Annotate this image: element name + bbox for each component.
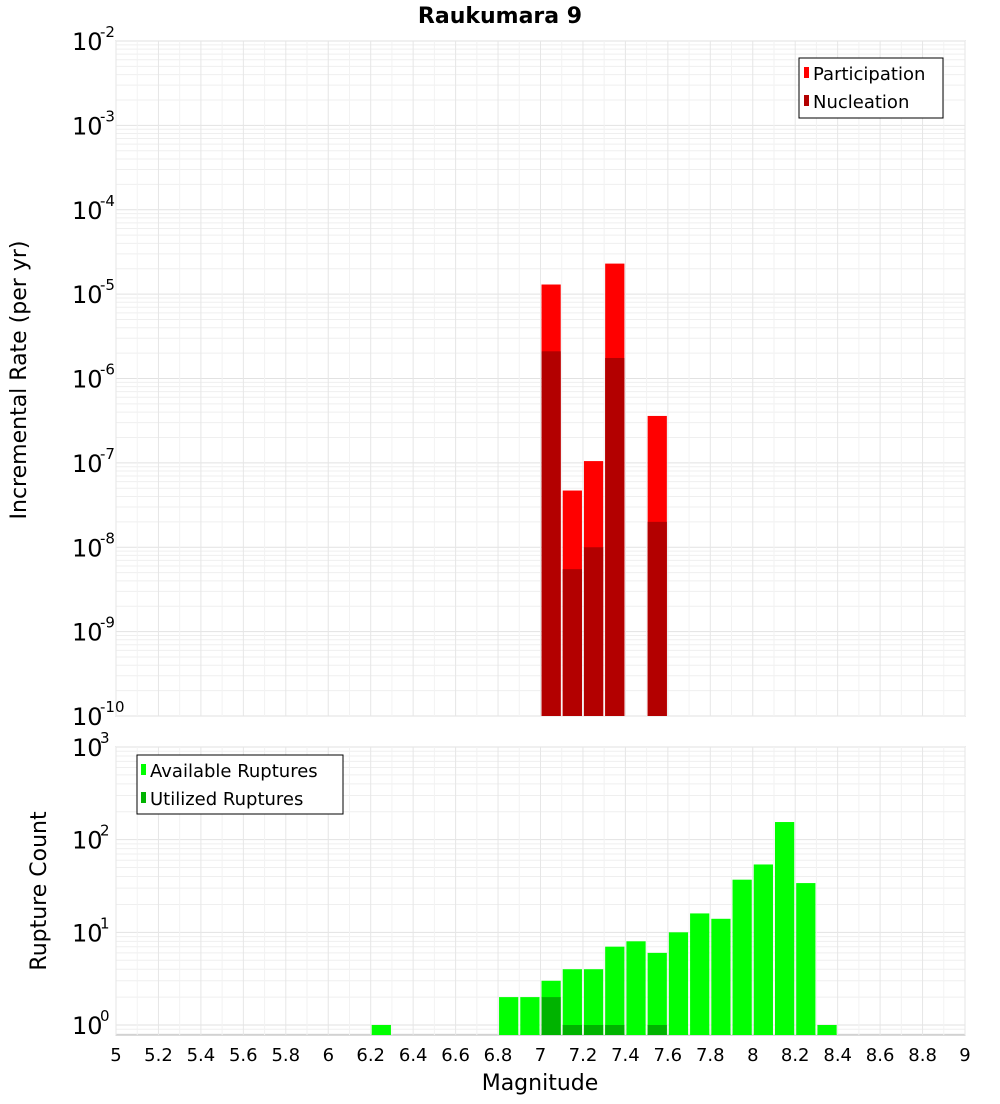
x-tick-label: 8 — [747, 1045, 758, 1066]
x-tick-label: 5.8 — [271, 1045, 300, 1066]
y-tick-base: 10 — [72, 366, 103, 394]
rate-legend: Participation Nucleation — [798, 57, 944, 119]
rate-secondary-bar — [647, 521, 667, 716]
participation-legend-label: Participation — [813, 64, 925, 85]
y-tick-exponent: 0 — [100, 1007, 110, 1025]
y-tick-exponent: -5 — [100, 276, 115, 294]
rate-secondary-bar — [583, 547, 604, 716]
count-primary-bar — [753, 864, 773, 1035]
y-tick-base: 10 — [72, 197, 103, 225]
y-tick-exponent: -9 — [100, 614, 115, 632]
count-secondary-bar — [583, 1025, 604, 1035]
count-primary-bar — [605, 946, 625, 1035]
y-tick-base: 10 — [72, 734, 103, 762]
x-tick-label: 7.6 — [653, 1045, 682, 1066]
nucleation-legend-swatch — [804, 95, 809, 106]
y-tick-exponent: -4 — [100, 192, 115, 210]
count-legend: Available Ruptures Utilized Ruptures — [136, 754, 344, 815]
x-tick-label: 6.6 — [441, 1045, 470, 1066]
count-primary-bar — [371, 1025, 391, 1035]
count-primary-bar — [732, 879, 752, 1035]
y-tick-exponent: -3 — [100, 107, 115, 125]
count-primary-bar — [499, 997, 519, 1035]
x-tick-label: 6.2 — [356, 1045, 385, 1066]
x-tick-label: 7.2 — [569, 1045, 598, 1066]
rate-plot-bars — [541, 263, 667, 716]
count-primary-bar — [520, 997, 540, 1035]
count-primary-bar — [626, 941, 646, 1035]
y-tick-base: 10 — [72, 112, 103, 140]
y-tick-exponent: 2 — [100, 822, 110, 840]
y-tick-base: 10 — [72, 919, 103, 947]
available-legend-label: Available Ruptures — [150, 761, 318, 782]
x-tick-label: 7.8 — [696, 1045, 725, 1066]
count-axis-title: Rupture Count — [27, 811, 52, 971]
y-tick-exponent: -8 — [100, 529, 115, 547]
x-tick-label: 7 — [535, 1045, 546, 1066]
y-tick-base: 10 — [72, 281, 103, 309]
rate-secondary-bar — [541, 351, 561, 716]
y-tick-base: 10 — [72, 534, 103, 562]
y-tick-base: 10 — [72, 1012, 103, 1040]
x-tick-label: 6.8 — [484, 1045, 513, 1066]
y-tick-exponent: 3 — [100, 729, 110, 747]
x-tick-label: 6.4 — [399, 1045, 428, 1066]
count-legend-box — [136, 754, 344, 815]
y-tick-exponent: -7 — [100, 445, 115, 463]
count-secondary-bar — [562, 1025, 582, 1035]
y-tick-base: 10 — [72, 827, 103, 855]
x-tick-label: 5.6 — [229, 1045, 258, 1066]
y-tick-base: 10 — [72, 28, 103, 56]
y-tick-exponent: -10 — [100, 698, 125, 716]
rate-secondary-bar — [605, 357, 625, 716]
magnitude-axis-title: Magnitude — [482, 1071, 599, 1096]
count-primary-bar — [668, 932, 689, 1035]
nucleation-legend-label: Nucleation — [813, 92, 909, 113]
y-tick-exponent: -2 — [100, 23, 115, 41]
magnitude-x-ticks: 5 5.2 5.4 5.6 5.8 6 6.2 6.4 6.6 6.8 7 7.2 7.4 7.6 7.8 8… — [110, 1045, 970, 1066]
x-tick-label: 5 — [110, 1045, 121, 1066]
count-primary-bar — [796, 883, 816, 1035]
x-tick-label: 8.2 — [781, 1045, 810, 1066]
count-secondary-bar — [605, 1025, 625, 1035]
x-tick-label: 7.4 — [611, 1045, 640, 1066]
count-primary-bar — [647, 952, 667, 1035]
x-tick-label: 9 — [959, 1045, 970, 1066]
rate-plot-grid — [115, 40, 966, 717]
count-secondary-bar — [647, 1025, 667, 1035]
rate-secondary-bar — [562, 569, 582, 716]
available-legend-swatch — [141, 764, 146, 775]
y-tick-base: 10 — [72, 450, 103, 478]
rate-legend-box — [798, 57, 944, 119]
y-tick-base: 10 — [72, 619, 103, 647]
x-tick-label: 5.4 — [187, 1045, 216, 1066]
count-primary-bar — [583, 969, 604, 1035]
x-tick-label: 8.8 — [908, 1045, 937, 1066]
utilized-legend-swatch — [141, 792, 146, 803]
count-plot-bars — [371, 822, 837, 1035]
rate-axis-title: Incremental Rate (per yr) — [7, 241, 32, 520]
x-tick-label: 8.6 — [866, 1045, 895, 1066]
x-tick-label: 8.4 — [823, 1045, 852, 1066]
count-primary-bar — [562, 969, 582, 1035]
chart-title: Raukumara 9 — [418, 4, 582, 29]
utilized-legend-label: Utilized Ruptures — [150, 789, 303, 810]
count-primary-bar — [711, 918, 731, 1035]
count-plot-grid — [115, 746, 966, 1035]
x-tick-label: 6 — [323, 1045, 334, 1066]
participation-legend-swatch — [804, 67, 809, 78]
count-primary-bar — [690, 913, 710, 1035]
y-tick-exponent: -6 — [100, 361, 115, 379]
x-tick-label: 5.2 — [144, 1045, 173, 1066]
count-secondary-bar — [541, 997, 561, 1035]
y-tick-base: 10 — [72, 703, 103, 731]
count-primary-bar — [817, 1025, 837, 1035]
count-primary-bar — [774, 822, 795, 1035]
y-tick-exponent: 1 — [100, 914, 110, 932]
